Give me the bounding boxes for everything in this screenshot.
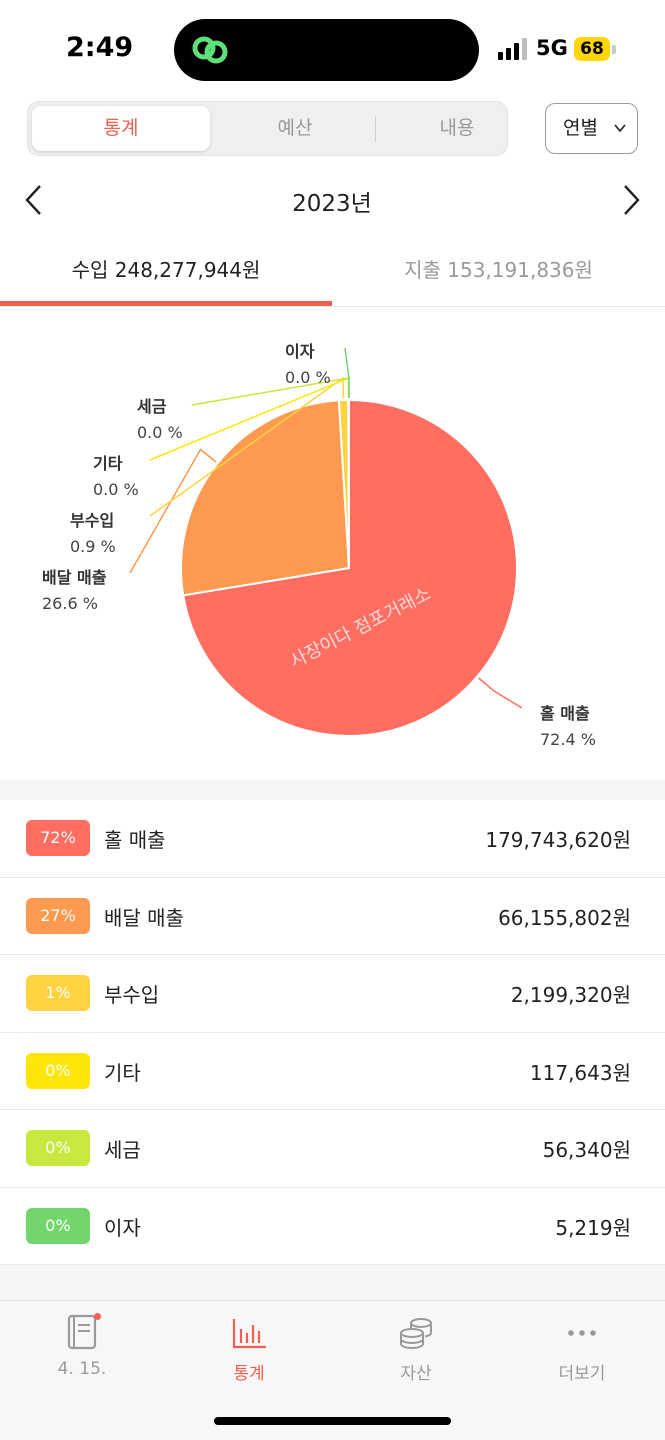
pie-label: 이자 <box>285 342 315 361</box>
category-label: 배달 매출 <box>104 905 184 930</box>
list-item[interactable]: 27% 배달 매출 66,155,802원 <box>0 878 665 955</box>
signal-icon <box>498 38 527 60</box>
status-bar: 2:49 5G 68 <box>0 0 665 100</box>
percent-badge: 0% <box>26 1207 90 1244</box>
list-item[interactable]: 0% 기타 117,643원 <box>0 1033 665 1110</box>
category-label: 홀 매출 <box>104 828 166 852</box>
battery-icon: 68 <box>574 37 610 61</box>
nav-item-more[interactable]: 더보기 <box>522 1313 642 1384</box>
notification-dot <box>94 1313 101 1320</box>
battery-cap <box>612 45 616 54</box>
percent-badge: 27% <box>26 897 90 934</box>
list-item[interactable]: 1% 부수입 2,199,320원 <box>0 955 665 1033</box>
tab-budget[interactable]: 예산 <box>277 117 313 139</box>
percent-badge: 1% <box>26 975 90 1011</box>
category-amount: 117,643원 <box>529 1060 631 1085</box>
nav-item-assets[interactable]: 자산 <box>356 1313 476 1384</box>
pie-label: 기타 <box>93 454 123 473</box>
category-label: 세금 <box>104 1138 141 1162</box>
pie-label: 홀 매출 <box>540 704 590 723</box>
period-dropdown[interactable]: 연별 <box>545 103 638 154</box>
pie-percent-label: 0.0 % <box>137 423 183 442</box>
nav-label: 4. 15. <box>57 1359 107 1379</box>
pie-label: 배달 매출 <box>42 568 107 587</box>
category-amount: 66,155,802원 <box>498 905 631 930</box>
nav-item-calendar[interactable]: 4. 15. <box>22 1313 142 1379</box>
bar-chart-icon <box>232 1319 266 1349</box>
nav-label: 더보기 <box>558 1364 606 1384</box>
tab-expense[interactable]: 지출 153,191,836원 <box>404 258 593 282</box>
pie-slice <box>182 398 518 737</box>
pie-label: 부수입 <box>70 511 114 530</box>
percent-badge: 72% <box>26 820 90 856</box>
category-amount: 56,340원 <box>542 1138 631 1162</box>
chevron-down-icon <box>614 124 626 133</box>
pie-percent-label: 0.0 % <box>93 480 139 499</box>
nav-label: 통계 <box>233 1364 265 1384</box>
period-dropdown-value: 연별 <box>563 117 598 139</box>
network-label: 5G <box>536 36 568 60</box>
book-icon <box>67 1314 97 1350</box>
pie-leader-line <box>129 448 217 574</box>
pie-leader-line <box>149 376 345 517</box>
nav-label: 자산 <box>400 1364 432 1384</box>
home-indicator <box>214 1417 451 1425</box>
status-time: 2:49 <box>66 32 134 63</box>
pie-percent-label: 26.6 % <box>42 594 98 613</box>
segment-divider <box>375 116 376 142</box>
category-label: 이자 <box>104 1215 141 1240</box>
dynamic-island <box>174 19 479 81</box>
pie-label: 세금 <box>137 397 167 416</box>
pie-leader-line <box>344 347 350 398</box>
bottom-nav: 4. 15. 통계 자산 더보기 <box>0 1300 665 1440</box>
list-item[interactable]: 72% 홀 매출 179,743,620원 <box>0 800 665 878</box>
tab-divider <box>0 306 665 307</box>
category-label: 기타 <box>104 1060 141 1085</box>
more-icon <box>568 1330 596 1336</box>
section-divider <box>0 780 665 800</box>
year-label: 2023년 <box>292 191 372 217</box>
section-divider <box>0 1265 665 1300</box>
tab-income[interactable]: 수입 248,277,944원 <box>71 258 261 282</box>
category-label: 부수입 <box>104 983 160 1007</box>
view-segment-control: 통계 예산 내용 <box>27 101 508 156</box>
coins-icon <box>400 1318 432 1349</box>
percent-badge: 0% <box>26 1052 90 1089</box>
percent-badge: 0% <box>26 1130 90 1166</box>
pie-leader-line <box>478 677 523 709</box>
category-amount: 2,199,320원 <box>510 983 631 1007</box>
income-pie-chart: 홀 매출 72.4 % 배달 매출 26.6 % 부수입 0.9 % 기타 0.0 % 세금 0.… <box>42 342 596 749</box>
pie-slice <box>180 399 351 597</box>
tab-statistics[interactable]: 통계 <box>32 106 210 151</box>
link-rings-icon <box>192 36 228 64</box>
chevron-left-icon[interactable] <box>22 182 46 218</box>
list-item[interactable]: 0% 세금 56,340원 <box>0 1110 665 1188</box>
category-list: 72% 홀 매출 179,743,620원 27% 배달 매출 66,155,8… <box>0 800 665 1265</box>
category-amount: 5,219원 <box>555 1215 631 1240</box>
pie-percent-label: 0.9 % <box>70 537 116 556</box>
category-amount: 179,743,620원 <box>485 828 631 852</box>
pie-percent-label: 0.0 % <box>285 368 331 387</box>
pie-percent-label: 72.4 % <box>540 730 596 749</box>
active-tab-indicator <box>0 301 332 306</box>
nav-item-statistics[interactable]: 통계 <box>189 1313 309 1384</box>
tab-details[interactable]: 내용 <box>439 117 475 139</box>
list-item[interactable]: 0% 이자 5,219원 <box>0 1188 665 1265</box>
chevron-right-icon[interactable] <box>619 182 643 218</box>
